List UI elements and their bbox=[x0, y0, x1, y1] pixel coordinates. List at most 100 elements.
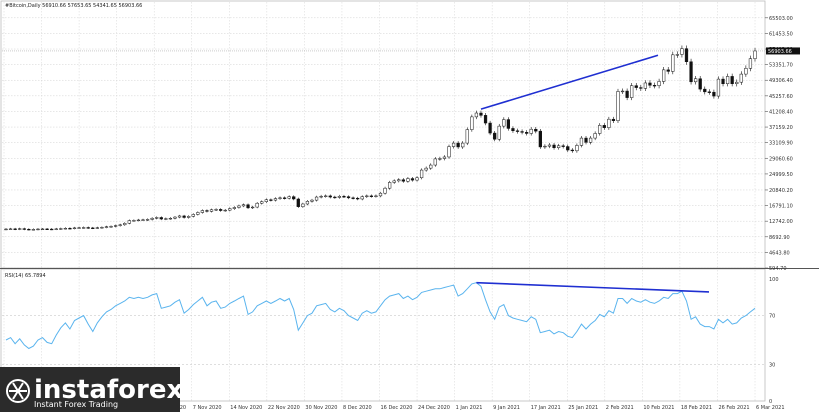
candle-bull bbox=[314, 196, 319, 201]
candle-bear bbox=[282, 197, 287, 199]
candle-bear bbox=[410, 178, 415, 181]
candle-bull bbox=[8, 228, 13, 230]
candle-bear bbox=[570, 149, 574, 152]
rsi-tick-label: 70 bbox=[769, 314, 775, 320]
candle-bear bbox=[342, 196, 346, 198]
candle-bull bbox=[301, 203, 305, 207]
date-label: 10 Feb 2021 bbox=[643, 405, 674, 411]
candle-bull bbox=[593, 133, 597, 139]
candle-bear bbox=[712, 91, 716, 97]
candle-bull bbox=[113, 225, 118, 227]
candle-bull bbox=[150, 218, 154, 220]
watermark-tagline: Instant Forex Trading bbox=[34, 400, 118, 409]
candle-bull bbox=[497, 125, 501, 140]
candle-bull bbox=[18, 228, 22, 230]
candle-bull bbox=[748, 58, 753, 69]
candle-bull bbox=[735, 81, 739, 84]
watermark-brand: instaforex bbox=[34, 375, 184, 405]
candle-bull bbox=[716, 78, 721, 97]
candle-bull bbox=[739, 73, 743, 83]
candle-bear bbox=[698, 78, 702, 90]
candle-bear bbox=[246, 204, 250, 209]
candle-bull bbox=[630, 85, 634, 98]
candle-bear bbox=[689, 61, 693, 83]
candle-bull bbox=[177, 215, 182, 218]
date-label: 2 Feb 2021 bbox=[606, 405, 634, 411]
rsi-trendline bbox=[476, 281, 710, 293]
candle-bull bbox=[465, 129, 469, 144]
candle-bull bbox=[36, 228, 40, 231]
candle-bear bbox=[721, 78, 725, 84]
candle-bull bbox=[104, 226, 109, 228]
candle-bear bbox=[333, 196, 337, 199]
candle-bear bbox=[515, 130, 520, 132]
candle-bull bbox=[145, 219, 150, 221]
rsi-line bbox=[5, 282, 756, 350]
price-tick-label: 53351.70 bbox=[769, 63, 793, 69]
date-label: 30 Nov 2020 bbox=[305, 405, 337, 411]
candle-bear bbox=[27, 228, 31, 231]
price-tick-label: 4643.80 bbox=[769, 250, 790, 256]
candle-bull bbox=[77, 227, 81, 229]
date-label: 17 Jan 2021 bbox=[531, 405, 561, 411]
candle-bull bbox=[607, 118, 611, 128]
candle-bear bbox=[479, 112, 483, 116]
candle-bull bbox=[305, 201, 310, 205]
candle-bear bbox=[634, 85, 638, 88]
candle-bull bbox=[141, 219, 145, 221]
date-label: 16 Dec 2020 bbox=[381, 405, 413, 411]
candle-bull bbox=[123, 223, 127, 226]
candle-bear bbox=[552, 144, 556, 148]
candle-bull bbox=[442, 156, 447, 159]
candle-bull bbox=[474, 112, 479, 118]
candle-bull bbox=[273, 198, 278, 201]
date-label: 22 Nov 2020 bbox=[268, 405, 300, 411]
candle-bull bbox=[415, 177, 419, 181]
candle-bull bbox=[214, 209, 218, 211]
candle-bear bbox=[13, 228, 17, 230]
candle-bull bbox=[319, 196, 323, 198]
chart-grid bbox=[2, 2, 765, 401]
candle-bear bbox=[91, 227, 95, 229]
candle-bear bbox=[648, 82, 652, 86]
candle-bear bbox=[488, 122, 492, 134]
price-tick-label: 20840.20 bbox=[769, 188, 793, 194]
candle-bull bbox=[680, 48, 684, 55]
candle-bear bbox=[356, 197, 360, 200]
candle-bear bbox=[703, 88, 707, 93]
candle-bull bbox=[725, 76, 730, 84]
candle-bull bbox=[63, 228, 67, 230]
rsi-tick-label: 0 bbox=[769, 399, 772, 405]
candle-bull bbox=[187, 216, 191, 218]
candle-bull bbox=[575, 145, 579, 152]
candle-bull bbox=[251, 206, 255, 209]
candle-bear bbox=[493, 132, 497, 140]
trendlines bbox=[476, 54, 710, 293]
candle-bull bbox=[118, 224, 122, 226]
rsi-indicator bbox=[5, 282, 756, 350]
instaforex-logo-icon bbox=[6, 379, 30, 403]
candle-bull bbox=[588, 137, 593, 143]
candle-bull bbox=[365, 195, 369, 197]
candle-bull bbox=[168, 218, 173, 220]
candle-bull bbox=[232, 207, 236, 209]
candle-bull bbox=[95, 227, 99, 229]
candle-bull bbox=[136, 219, 141, 222]
candle-bear bbox=[328, 195, 332, 198]
candle-bull bbox=[397, 179, 401, 182]
candle-bull bbox=[360, 196, 364, 200]
candle-bull bbox=[447, 146, 451, 158]
candle-bear bbox=[625, 90, 629, 98]
candle-bull bbox=[438, 158, 442, 160]
candle-bull bbox=[31, 229, 36, 231]
date-label: 14 Nov 2020 bbox=[230, 405, 262, 411]
candle-bull bbox=[543, 145, 547, 148]
candle-bear bbox=[707, 91, 711, 93]
candle-bull bbox=[406, 178, 410, 182]
price-tick-label: 65503.00 bbox=[769, 16, 793, 22]
candle-bull bbox=[132, 220, 136, 222]
candle-bear bbox=[456, 142, 460, 148]
candle-bull bbox=[675, 54, 679, 56]
price-trendline bbox=[480, 54, 659, 110]
last-price-label: 56903.66 bbox=[768, 49, 792, 55]
